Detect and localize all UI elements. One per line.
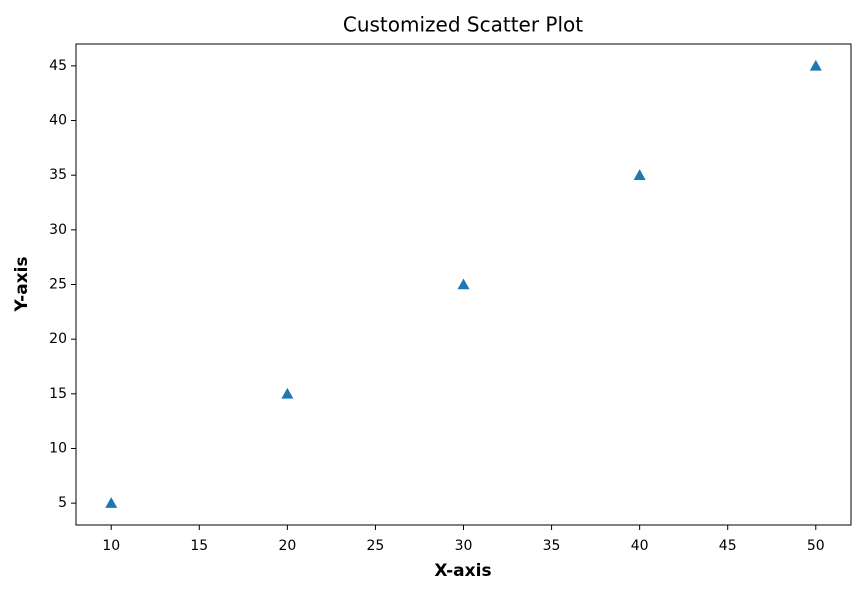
y-tick-label: 20 xyxy=(49,331,67,347)
x-tick-label: 25 xyxy=(367,538,385,554)
x-tick-label: 30 xyxy=(455,538,473,554)
x-axis-label: X-axis xyxy=(434,561,491,581)
scatter-point xyxy=(633,169,646,180)
y-tick-label: 15 xyxy=(49,386,67,402)
scatter-point xyxy=(457,278,470,290)
x-tick-label: 15 xyxy=(190,538,208,554)
y-tick-label: 40 xyxy=(49,113,67,129)
y-tick-label: 35 xyxy=(49,167,67,183)
x-tick-label: 35 xyxy=(543,538,561,554)
scatter-point xyxy=(809,59,822,71)
y-axis-label: Y-axis xyxy=(12,256,32,312)
x-tick-label: 10 xyxy=(102,538,120,554)
y-tick-label: 45 xyxy=(49,58,67,74)
y-tick-label: 30 xyxy=(49,222,67,238)
scatter-point xyxy=(281,387,294,399)
x-tick-label: 20 xyxy=(278,538,296,554)
y-tick-label: 10 xyxy=(49,440,67,456)
scatter-point xyxy=(105,497,118,508)
x-tick-label: 50 xyxy=(807,538,825,554)
x-tick-label: 40 xyxy=(631,538,649,554)
y-tick-label: 5 xyxy=(58,495,67,511)
y-tick-label: 25 xyxy=(49,277,67,293)
x-tick-label: 45 xyxy=(719,538,737,554)
chart-title: Customized Scatter Plot xyxy=(343,13,583,37)
